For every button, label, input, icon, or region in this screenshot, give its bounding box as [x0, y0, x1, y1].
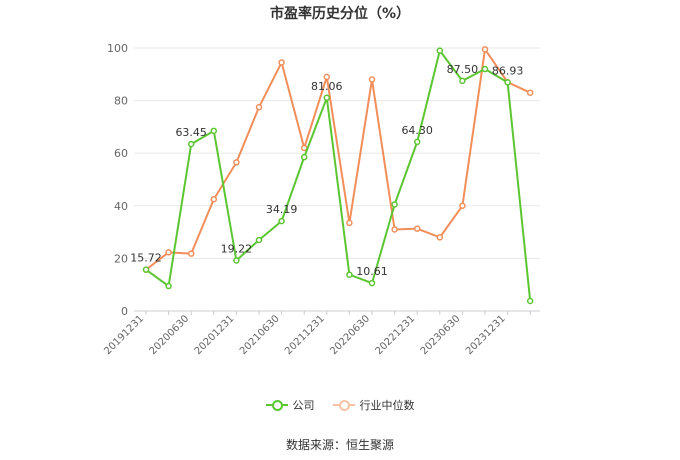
legend-label-company: 公司 [292, 399, 315, 412]
point-company [233, 257, 240, 264]
point-industry-median [323, 73, 331, 81]
x-tick-label: 20200630 [148, 313, 192, 357]
point-company [142, 266, 150, 273]
point-industry-median [165, 249, 172, 256]
legend-swatch-company [265, 399, 288, 411]
point-industry-median [233, 159, 240, 166]
point-company [255, 236, 263, 244]
x-axis: 20191231 20200630 20201231 20210630 20211231… [102, 310, 540, 357]
x-tick-label: 20221231 [374, 313, 418, 357]
point-industry-median [187, 250, 195, 257]
point-company [436, 47, 444, 54]
point-company [165, 282, 172, 290]
point-company [278, 217, 285, 225]
x-tick-label: 20230630 [419, 313, 463, 357]
data-label: 34.19 [266, 203, 298, 216]
chart-title: 市盈率历史分位（%） [269, 6, 411, 22]
point-industry-median [346, 219, 353, 227]
legend-item-industry-median[interactable]: 行业中位数 [332, 397, 415, 413]
y-tick-label: 80 [114, 95, 128, 108]
series-line-company [145, 49, 532, 302]
data-source: 数据来源：恒生聚源 [285, 438, 394, 452]
y-tick-label: 60 [114, 147, 128, 160]
data-label: 15.72 [130, 252, 162, 265]
legend-item-company[interactable]: 公司 [265, 397, 315, 413]
point-company [391, 201, 398, 208]
data-label: 86.93 [492, 64, 524, 77]
point-industry-median [459, 202, 466, 210]
series-layer [142, 46, 534, 305]
data-labels-layer: 15.72 63.45 19.22 34.19 81.06 10.61 64.30 87.50… [130, 63, 523, 278]
data-label: 87.50 [447, 63, 479, 76]
x-tick-label: 20211231 [283, 313, 327, 357]
grid-lines [134, 47, 540, 259]
point-company [210, 127, 218, 135]
point-industry-median [481, 46, 489, 53]
point-industry-median [391, 226, 398, 233]
point-company [187, 140, 195, 148]
data-label: 10.61 [356, 265, 388, 278]
point-company [413, 138, 421, 146]
point-company [368, 279, 376, 287]
point-industry-median [300, 144, 308, 152]
legend-swatch-industry-median [332, 399, 355, 411]
x-tick-label: 20210630 [238, 313, 282, 357]
legend-label-industry-median: 行业中位数 [359, 399, 415, 412]
x-tick-label: 20201231 [193, 313, 237, 357]
data-label: 63.45 [175, 126, 207, 139]
point-industry-median [368, 76, 376, 83]
x-tick-label: 20220630 [328, 313, 372, 357]
y-axis: 0 20 40 60 80 100 [107, 42, 128, 318]
point-company [323, 94, 331, 102]
y-tick-label: 20 [114, 252, 128, 265]
data-label: 81.06 [311, 80, 343, 93]
y-tick-label: 0 [121, 305, 128, 318]
point-company [346, 271, 353, 278]
legend: 公司 行业中位数 [0, 397, 680, 413]
point-industry-median [210, 195, 218, 203]
point-industry-median [436, 234, 444, 241]
data-label: 19.22 [221, 242, 253, 255]
y-tick-label: 40 [114, 200, 128, 213]
point-industry-median [526, 89, 534, 96]
point-company [504, 79, 511, 86]
point-company [300, 153, 308, 161]
point-industry-median [278, 59, 285, 66]
series-line-industry-median [145, 48, 531, 271]
point-company [526, 297, 534, 305]
point-industry-median [413, 225, 421, 232]
data-label: 64.30 [401, 124, 433, 137]
x-tick-label: 20231231 [464, 313, 508, 357]
point-industry-median [255, 103, 263, 111]
point-company [459, 77, 466, 85]
y-tick-label: 100 [107, 42, 128, 55]
x-tick-label: 20191231 [102, 313, 146, 357]
point-company [481, 65, 489, 73]
